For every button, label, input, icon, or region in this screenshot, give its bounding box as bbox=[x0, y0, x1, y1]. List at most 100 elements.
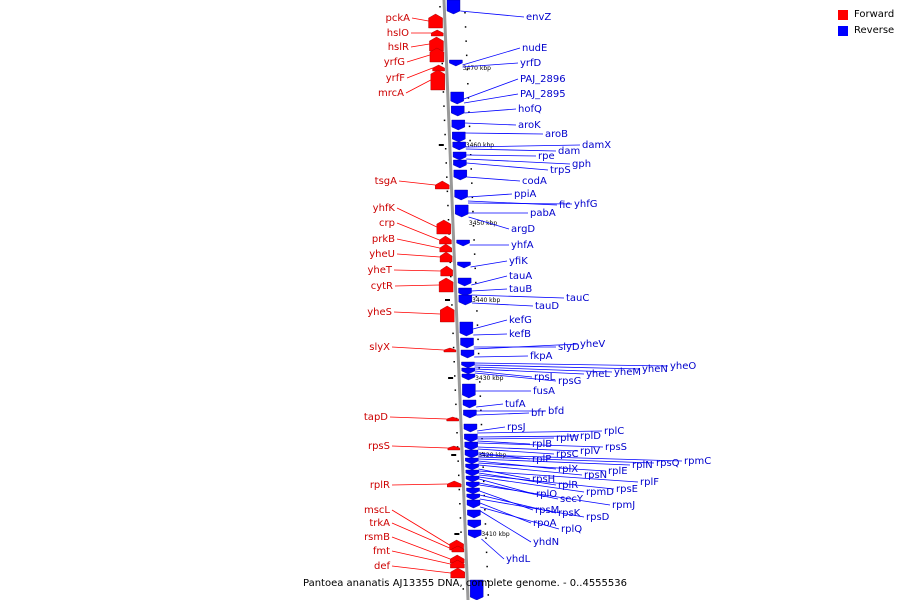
forward-gene-block bbox=[432, 64, 445, 72]
forward-gene-label: tapD bbox=[364, 412, 388, 423]
forward-leader-line bbox=[396, 222, 440, 241]
reverse-leader-line bbox=[478, 474, 615, 490]
track-dot bbox=[480, 423, 483, 426]
reverse-gene-block bbox=[461, 373, 476, 381]
forward-gene-label: rpsS bbox=[368, 441, 390, 452]
reverse-gene-label: fusA bbox=[533, 386, 555, 397]
reverse-gene-label: rpoA bbox=[533, 518, 557, 529]
reverse-gene-label: rpsE bbox=[616, 484, 638, 495]
forward-leader-line bbox=[391, 550, 451, 565]
reverse-gene-label: rpsH bbox=[532, 474, 555, 485]
track-dot bbox=[476, 310, 478, 312]
forward-gene-block bbox=[446, 416, 459, 422]
reverse-gene-block bbox=[464, 433, 478, 443]
reverse-gene-label: yhfG bbox=[574, 199, 598, 210]
reverse-gene-block bbox=[465, 457, 479, 465]
forward-gene-label: pckA bbox=[386, 13, 411, 24]
reverse-leader-line bbox=[478, 462, 607, 472]
track-dot bbox=[457, 460, 459, 462]
track-dot bbox=[450, 275, 452, 278]
reverse-gene-block bbox=[456, 239, 470, 247]
legend-forward-swatch bbox=[838, 10, 848, 20]
reverse-gene-block bbox=[461, 361, 475, 369]
reverse-gene-label: kefG bbox=[509, 315, 532, 326]
forward-leader-line bbox=[391, 522, 452, 550]
track-dot bbox=[474, 267, 476, 270]
reverse-gene-label: rplF bbox=[640, 477, 659, 488]
reverse-gene-block bbox=[463, 409, 477, 419]
track-dot bbox=[460, 531, 462, 533]
track-dot bbox=[476, 324, 479, 326]
track-dot bbox=[479, 381, 481, 383]
reverse-gene-label: bfr bbox=[531, 408, 546, 419]
forward-gene-block bbox=[451, 545, 465, 553]
tick-label: 3440 kbp bbox=[472, 297, 500, 304]
track-dot bbox=[464, 12, 466, 14]
reverse-gene-label: aroB bbox=[545, 129, 568, 140]
reverse-gene-block bbox=[466, 499, 481, 509]
reverse-leader-line bbox=[466, 162, 549, 171]
track-dot bbox=[459, 517, 462, 519]
reverse-gene-label: rplB bbox=[532, 439, 552, 450]
reverse-gene-label: rpsQ bbox=[656, 458, 680, 469]
reverse-leader-line bbox=[480, 506, 560, 530]
reverse-gene-block bbox=[453, 159, 467, 169]
track-dot bbox=[473, 253, 476, 255]
forward-leader-line bbox=[389, 416, 447, 420]
legend-reverse-label: Reverse bbox=[854, 25, 895, 36]
reverse-gene-label: rpsK bbox=[558, 508, 581, 519]
reverse-gene-label: PAJ_2895 bbox=[520, 89, 566, 100]
reverse-gene-block bbox=[460, 337, 474, 349]
track-dot bbox=[484, 523, 487, 525]
track-dot bbox=[471, 196, 474, 199]
track-dot bbox=[443, 119, 446, 122]
reverse-gene-label: gph bbox=[572, 159, 591, 170]
reverse-gene-label: yheL bbox=[586, 369, 610, 380]
reverse-gene-label: rpe bbox=[538, 151, 555, 162]
reverse-gene-block bbox=[461, 367, 475, 375]
track-dot bbox=[473, 239, 475, 241]
reverse-gene-label: rpmJ bbox=[612, 500, 635, 511]
track-dot bbox=[480, 409, 482, 412]
forward-leader-line bbox=[405, 79, 431, 94]
reverse-gene-block bbox=[455, 204, 469, 218]
reverse-gene-block bbox=[465, 475, 480, 483]
reverse-gene-label: aroK bbox=[518, 120, 541, 131]
track-dot bbox=[446, 176, 448, 178]
reverse-gene-label: pabA bbox=[530, 208, 556, 219]
track-dot bbox=[453, 361, 455, 363]
reverse-leader-line bbox=[481, 538, 505, 560]
track-dot bbox=[475, 281, 477, 284]
reverse-gene-label: kefB bbox=[509, 329, 531, 340]
forward-gene-block bbox=[435, 180, 450, 190]
forward-gene-label: mrcA bbox=[378, 88, 404, 99]
genome-backbone bbox=[442, 0, 470, 600]
reverse-gene-label: rpsL bbox=[534, 372, 556, 383]
reverse-leader-line bbox=[463, 78, 519, 100]
reverse-gene-label: PAJ_2896 bbox=[520, 74, 566, 85]
forward-leader-line bbox=[396, 207, 437, 228]
reverse-gene-label: rplV bbox=[580, 446, 600, 457]
reverse-gene-block bbox=[446, 0, 461, 15]
track-dot bbox=[451, 304, 453, 306]
reverse-leader-line bbox=[480, 510, 532, 543]
forward-gene-block bbox=[450, 567, 465, 579]
reverse-leader-line bbox=[464, 108, 517, 114]
forward-gene-label: yheU bbox=[369, 249, 395, 260]
reverse-gene-label: tauD bbox=[535, 301, 559, 312]
reverse-gene-block bbox=[464, 441, 478, 451]
reverse-leader-line bbox=[473, 333, 508, 336]
reverse-gene-label: bfd bbox=[548, 406, 564, 417]
track-dot bbox=[479, 395, 482, 397]
forward-gene-block bbox=[447, 480, 462, 488]
reverse-gene-block bbox=[454, 189, 468, 201]
track-dot bbox=[466, 68, 469, 71]
reverse-gene-label: fic bbox=[559, 200, 571, 211]
track-dot bbox=[441, 62, 444, 65]
reverse-leader-line bbox=[477, 442, 604, 448]
forward-leader-line bbox=[391, 483, 448, 486]
forward-gene-label: trkA bbox=[369, 518, 390, 529]
reverse-gene-label: rplQ bbox=[561, 524, 582, 535]
